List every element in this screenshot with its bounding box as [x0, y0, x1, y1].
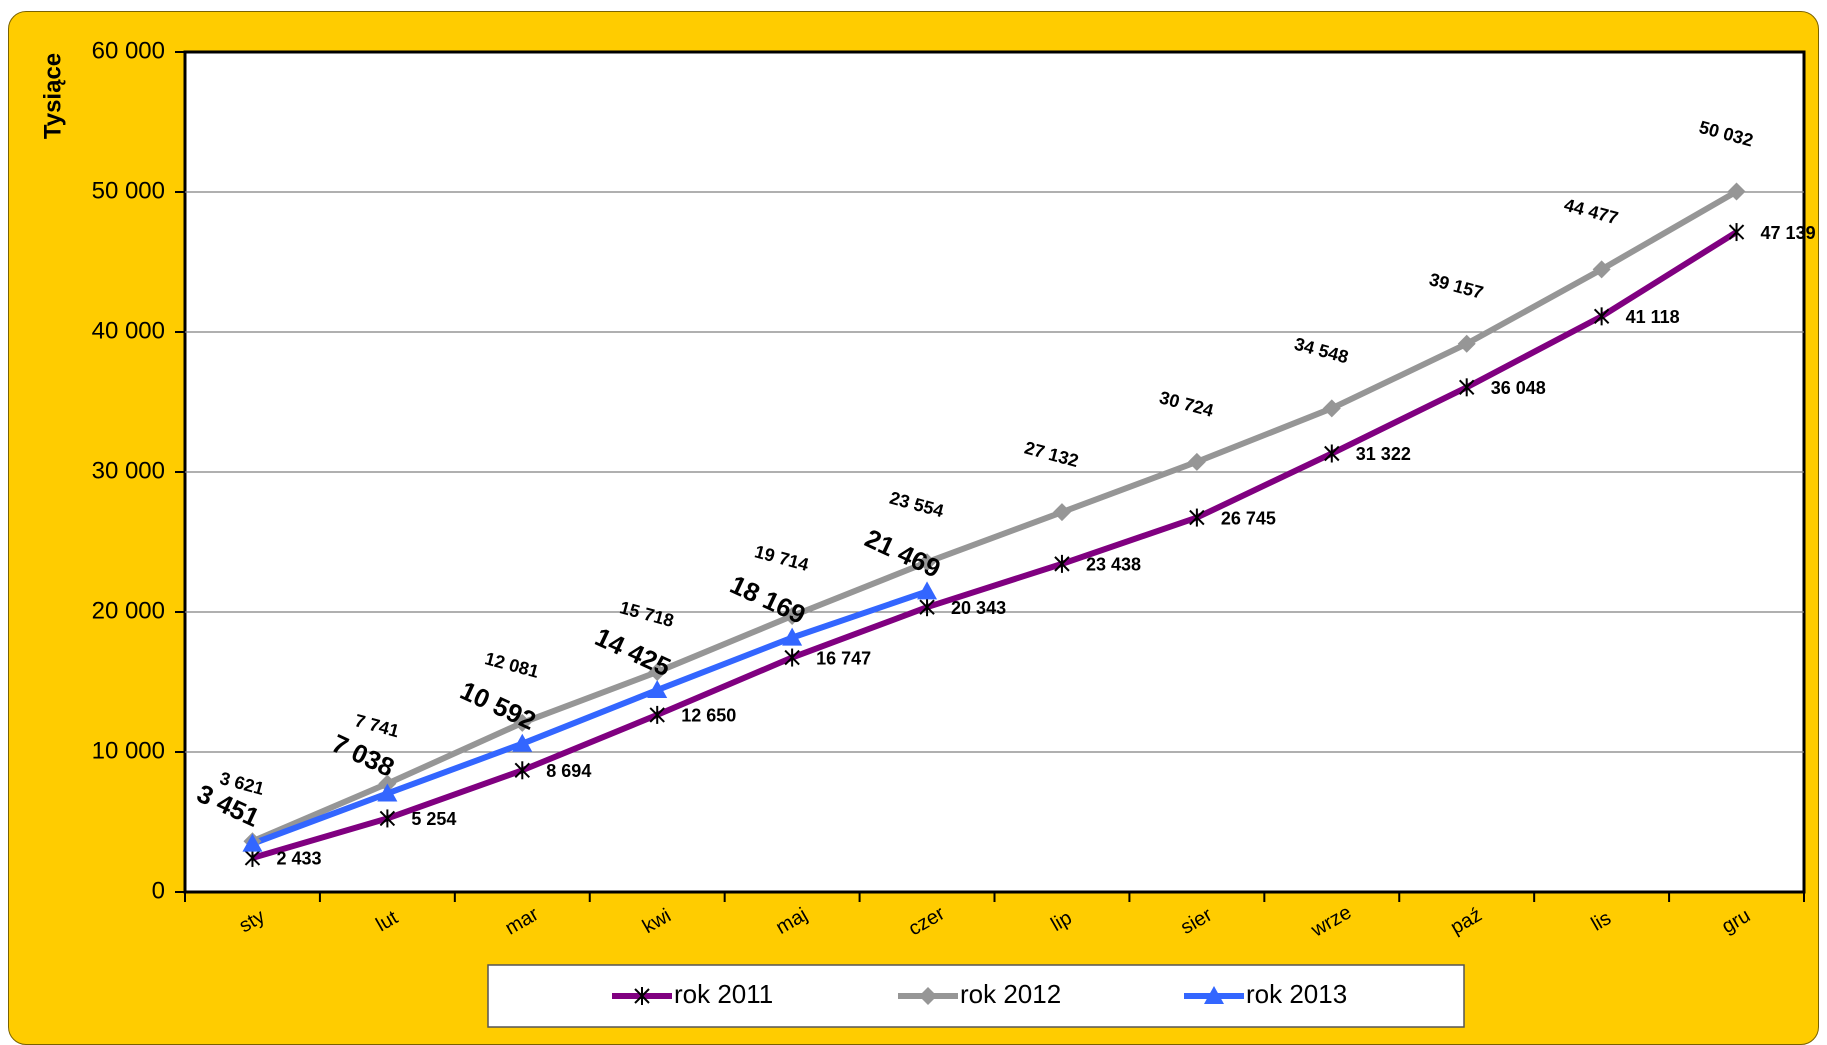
data-point-marker: [782, 627, 803, 646]
data-point-marker: [512, 733, 533, 752]
x-tick-label: lip: [1047, 907, 1075, 936]
y-tick-label: 60 000: [92, 37, 165, 64]
x-tick-label: gru: [1718, 905, 1754, 939]
data-point-marker: [242, 833, 263, 852]
y-tick-label: 50 000: [92, 177, 165, 204]
data-point-marker: [1459, 378, 1475, 397]
series-lines: [251, 188, 1739, 861]
data-point-marker: [1728, 223, 1745, 242]
data-label: 41 118: [1626, 307, 1680, 327]
data-label: 23 438: [1086, 555, 1141, 575]
x-tick-label: maj: [772, 904, 811, 939]
data-label: 8 694: [546, 761, 591, 781]
data-label: 47 139: [1761, 223, 1816, 243]
data-label: 2 433: [276, 849, 321, 869]
data-point-marker: [783, 607, 802, 626]
data-point-marker: [634, 987, 650, 1005]
x-tick-label: sty: [236, 905, 269, 937]
x-tick-label: wrze: [1307, 901, 1355, 942]
data-point-marker: [244, 848, 261, 867]
data-label: 26 745: [1221, 508, 1276, 528]
series-line: [251, 188, 1739, 845]
data-point-marker: [1204, 986, 1224, 1004]
x-tick-label: mar: [502, 903, 543, 939]
legend-entry-label: rok 2012: [960, 979, 1061, 1009]
y-tick-label: 20 000: [92, 597, 165, 624]
data-point-marker: [1052, 503, 1071, 522]
data-point-marker: [919, 598, 935, 617]
data-point-marker: [514, 761, 530, 780]
legend: rok 2011 rok 2012 rok 2013: [612, 979, 1347, 1009]
data-label: 20 343: [951, 598, 1006, 618]
data-point-marker: [1593, 307, 1610, 326]
x-tick-label: lis: [1588, 907, 1615, 935]
data-label: 31 322: [1356, 444, 1411, 464]
x-tick-label: czer: [905, 902, 949, 940]
x-tick-label: paź: [1447, 904, 1486, 939]
data-point-marker: [379, 809, 396, 828]
x-tick-label: sier: [1177, 904, 1216, 939]
legend-entry-label: rok 2013: [1246, 979, 1347, 1009]
data-point-marker: [1457, 334, 1476, 353]
x-tick-label: lut: [372, 906, 402, 936]
series-line: [251, 588, 929, 847]
y-tick-label: 10 000: [92, 737, 165, 764]
data-point-marker: [1324, 444, 1340, 463]
y-tick-label: 0: [152, 877, 165, 904]
data-label: 12 650: [681, 706, 736, 726]
data-point-marker: [647, 680, 668, 699]
data-point-marker: [917, 581, 938, 600]
data-point-marker: [1187, 452, 1206, 471]
x-tick-label: kwi: [639, 905, 675, 938]
data-point-marker: [513, 713, 532, 732]
data-point-marker: [918, 553, 937, 572]
y-tick-label: 30 000: [92, 457, 165, 484]
data-point-marker: [919, 987, 937, 1005]
data-point-marker: [1592, 260, 1611, 279]
data-point-marker: [1054, 554, 1070, 573]
data-point-marker: [784, 648, 800, 667]
data-point-marker: [377, 783, 398, 802]
series-line: [251, 229, 1739, 861]
data-point-marker: [1189, 508, 1205, 527]
data-label: 36 048: [1491, 378, 1546, 398]
y-axis-label: Tysiące: [39, 53, 66, 139]
data-point-marker: [649, 705, 665, 724]
data-label: 16 747: [816, 648, 871, 668]
data-point-marker: [1727, 182, 1746, 201]
legend-entry-label: rok 2011: [674, 979, 773, 1009]
data-point-marker: [648, 662, 667, 681]
series-markers: [242, 182, 1746, 867]
data-label: 5 254: [411, 809, 456, 829]
y-tick-label: 40 000: [92, 317, 165, 344]
data-point-marker: [1322, 399, 1341, 418]
